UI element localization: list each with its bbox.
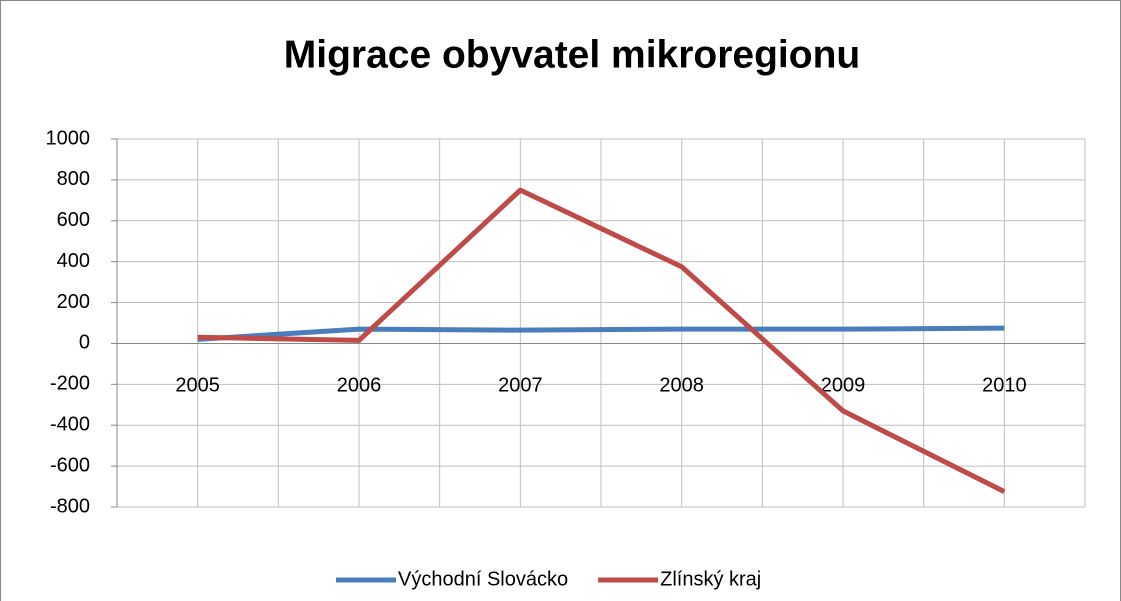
series-line <box>197 187 1006 494</box>
y-tick-label: -600 <box>50 454 90 476</box>
x-tick-label: 2006 <box>337 375 382 397</box>
y-tick-label: 200 <box>57 291 90 313</box>
x-tick-label: 2010 <box>982 375 1027 397</box>
y-tick-label: -200 <box>50 373 90 395</box>
y-tick-label: 400 <box>57 250 90 272</box>
legend-label: Zlínský kraj <box>660 568 761 590</box>
x-tick-label: 2008 <box>659 375 704 397</box>
x-tick-label: 2005 <box>175 375 220 397</box>
chart-title: Migrace obyvatel mikroregionu <box>284 33 861 76</box>
series-line <box>197 325 1005 342</box>
y-tick-label: 800 <box>57 168 90 190</box>
y-tick-label: -400 <box>50 414 90 436</box>
y-tick-label: 600 <box>57 209 90 231</box>
x-tick-label: 2007 <box>498 375 543 397</box>
y-tick-label: 0 <box>79 332 90 354</box>
x-tick-label: 2009 <box>821 375 866 397</box>
legend-label: Východní Slovácko <box>398 568 568 590</box>
y-tick-label: -800 <box>50 495 90 517</box>
y-tick-label: 1000 <box>46 127 91 149</box>
